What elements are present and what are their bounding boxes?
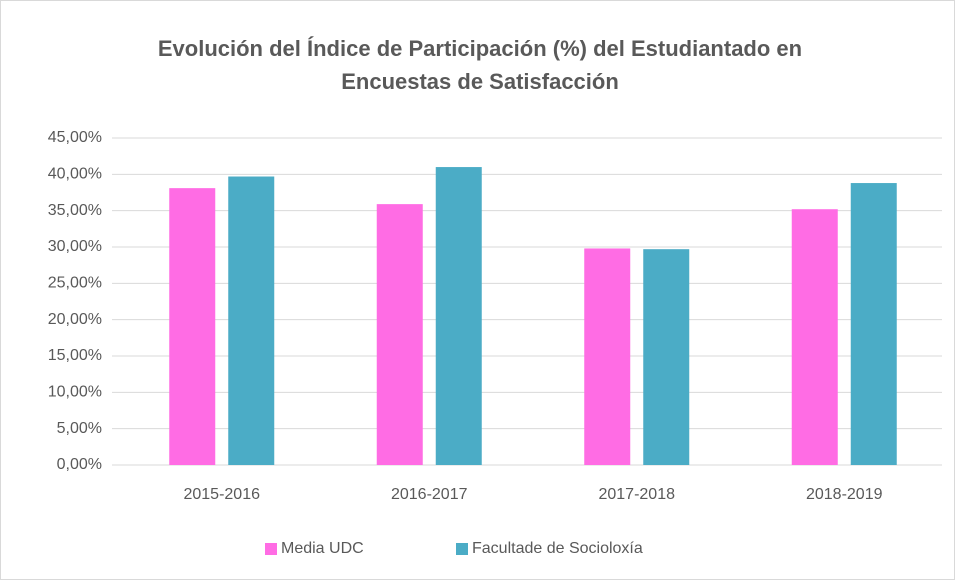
y-tick-label: 10,00%: [48, 384, 102, 401]
y-tick-label: 40,00%: [48, 166, 102, 183]
legend-label: Media UDC: [281, 540, 364, 557]
y-tick-label: 15,00%: [48, 347, 102, 364]
bar: [376, 204, 423, 466]
y-tick-label: 35,00%: [48, 202, 102, 219]
legend-label: Facultade de Socioloxía: [472, 540, 643, 557]
bar: [435, 167, 482, 466]
y-tick-label: 45,00%: [48, 129, 102, 146]
legend-swatch: [456, 543, 468, 555]
x-tick-label: 2018-2019: [806, 486, 883, 503]
y-tick-label: 30,00%: [48, 238, 102, 255]
bar: [584, 248, 631, 465]
y-tick-label: 20,00%: [48, 311, 102, 328]
bar: [791, 209, 838, 465]
x-tick-label: 2017-2018: [598, 486, 675, 503]
y-tick-label: 25,00%: [48, 275, 102, 292]
x-tick-label: 2015-2016: [183, 486, 260, 503]
bar: [228, 176, 275, 465]
bar: [643, 249, 690, 465]
y-tick-label: 5,00%: [57, 420, 102, 437]
chart-title: Evolución del Índice de Participación (%…: [157, 36, 803, 94]
bar: [169, 188, 216, 465]
bar: [850, 183, 897, 465]
y-tick-label: 0,00%: [57, 456, 102, 473]
legend-swatch: [265, 543, 277, 555]
x-tick-label: 2016-2017: [391, 486, 468, 503]
